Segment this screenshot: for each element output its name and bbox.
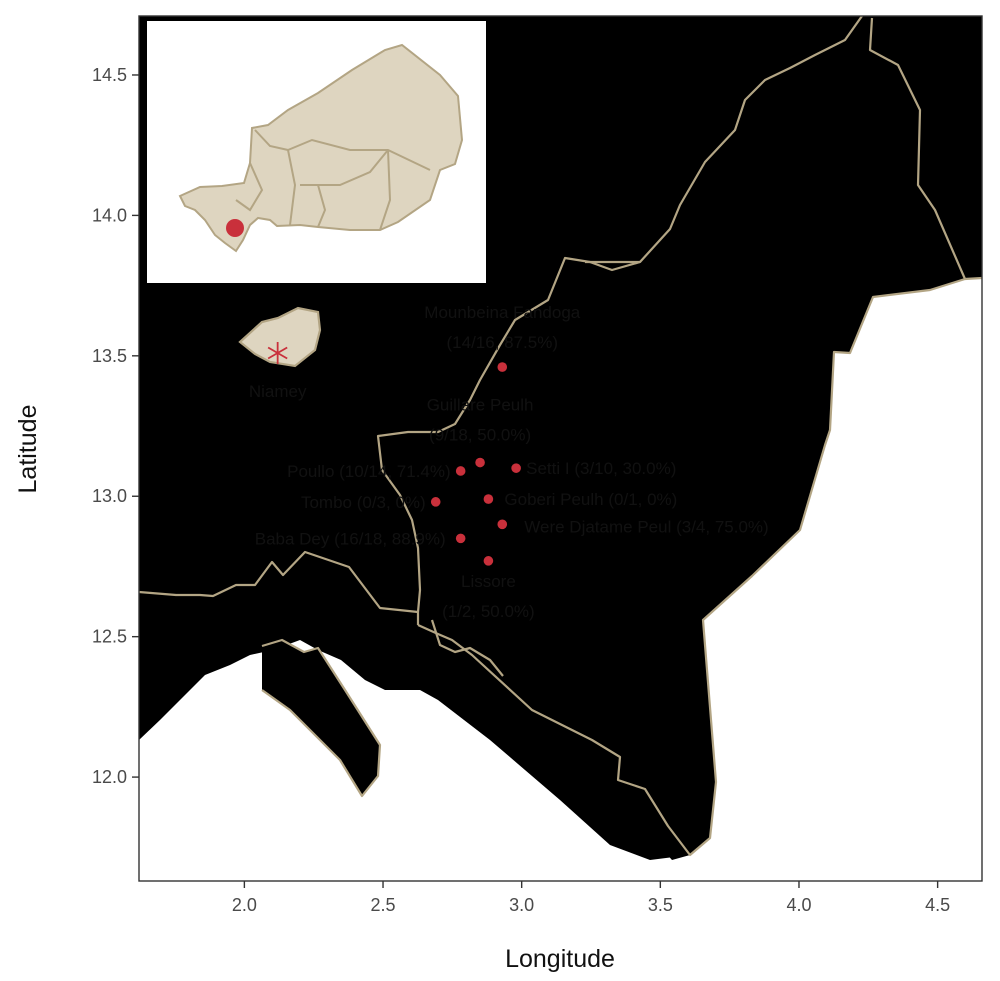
- site-point: [475, 457, 485, 468]
- site-point: [497, 362, 508, 372]
- site-name-label: Tombo: [301, 493, 352, 512]
- x-tick-label: 4.5: [925, 895, 950, 915]
- site-point: [430, 497, 441, 507]
- x-axis-title: Longitude: [505, 945, 615, 973]
- inset-niger-shape: [178, 43, 464, 253]
- site-name-label: Goberi Peulh: [504, 490, 603, 509]
- benin-land-region: [425, 634, 690, 860]
- site-stats-label: (0/3, 0%): [357, 493, 426, 512]
- inset-border-3: [300, 149, 389, 186]
- site-stats-label: (0/1, 0%): [608, 490, 677, 509]
- site-label: Were Djatame Peul (3/4, 75.0%): [524, 517, 768, 536]
- site-point: [497, 519, 508, 530]
- y-tick-label: 13.5: [92, 346, 127, 366]
- x-axis: 2.0 2.5 3.0 3.5 4.0 4.5: [232, 881, 950, 915]
- site-name-label: Poullo: [287, 462, 334, 481]
- site-stats-label: (3/10, 30.0%): [574, 459, 676, 478]
- site-label: Tombo (0/3, 0%): [301, 493, 426, 512]
- site-name-label: Mounbeina Fandoga: [424, 303, 581, 322]
- site-label: Poullo (10/14, 71.4%): [287, 462, 451, 481]
- border-line-benin: [430, 619, 504, 677]
- asterisk-stroke: [267, 346, 288, 360]
- y-axis-title: Latitude: [14, 405, 42, 494]
- internal-borders: [139, 16, 982, 857]
- inset-location-dot: [226, 219, 244, 237]
- y-tick-label: 12.0: [92, 767, 127, 787]
- site-stats-label: (10/14, 71.4%): [339, 462, 451, 481]
- niger-locator-map: [178, 43, 464, 253]
- site-name-label: Lissore: [461, 572, 516, 591]
- x-tick-label: 3.0: [509, 895, 534, 915]
- site-points: [430, 362, 521, 566]
- y-tick-label: 14.5: [92, 65, 127, 85]
- y-tick-label: 14.0: [92, 205, 127, 225]
- niamey-label: Niamey: [249, 382, 307, 401]
- inset-map: [147, 21, 486, 283]
- inset-border-5: [317, 184, 327, 228]
- site-point: [455, 466, 466, 476]
- x-tick-label: 2.0: [232, 895, 257, 915]
- site-stats-label: (14/16, 87.5%): [447, 333, 559, 352]
- border-line-south-1: [139, 550, 419, 614]
- inset-border-6: [235, 162, 264, 212]
- site-name-label: Guillare Peulh: [427, 396, 534, 415]
- site-stats-label: (1/2, 50.0%): [442, 602, 535, 621]
- border-line-burkina: [261, 638, 382, 798]
- site-point: [483, 556, 494, 566]
- x-tick-label: 3.5: [648, 895, 673, 915]
- inset-border-4: [379, 149, 392, 231]
- y-axis: 12.0 12.5 13.0 13.5 14.0 14.5: [92, 65, 139, 787]
- site-stats-label: (9/18, 50.0%): [429, 426, 531, 445]
- burkina-land-region: [139, 552, 690, 860]
- site-stats-label: (3/4, 75.0%): [676, 517, 769, 536]
- site-label: Setti I (3/10, 30.0%): [526, 459, 676, 478]
- border-line-east-1: [868, 17, 967, 280]
- southern-land-strip: [262, 640, 380, 796]
- y-tick-label: 13.0: [92, 486, 127, 506]
- x-tick-label: 2.5: [371, 895, 396, 915]
- x-tick-label: 4.0: [786, 895, 811, 915]
- site-point: [511, 463, 521, 473]
- site-name-label: Were Djatame Peul: [524, 517, 671, 536]
- inset-region-borders: [235, 129, 431, 231]
- site-point: [483, 494, 494, 504]
- site-point: [455, 533, 466, 544]
- site-name-label: Baba Dey: [255, 529, 330, 548]
- site-label: Goberi Peulh (0/1, 0%): [504, 490, 677, 509]
- niamey-asterisk-icon: [267, 342, 288, 365]
- niamey-outline: [238, 306, 322, 368]
- inset-border-2: [287, 138, 431, 171]
- site-stats-label: (16/18, 88.9%): [334, 529, 446, 548]
- border-line-river: [376, 16, 863, 625]
- site-labels: Mounbeina Fandoga (14/16, 87.5%) Guillare …: [255, 303, 769, 621]
- site-name-label: Setti I: [526, 459, 569, 478]
- y-tick-label: 12.5: [92, 627, 127, 647]
- site-label: Baba Dey (16/18, 88.9%): [255, 529, 446, 548]
- panel-frame: [138, 15, 983, 882]
- border-line-south-2: [417, 276, 982, 857]
